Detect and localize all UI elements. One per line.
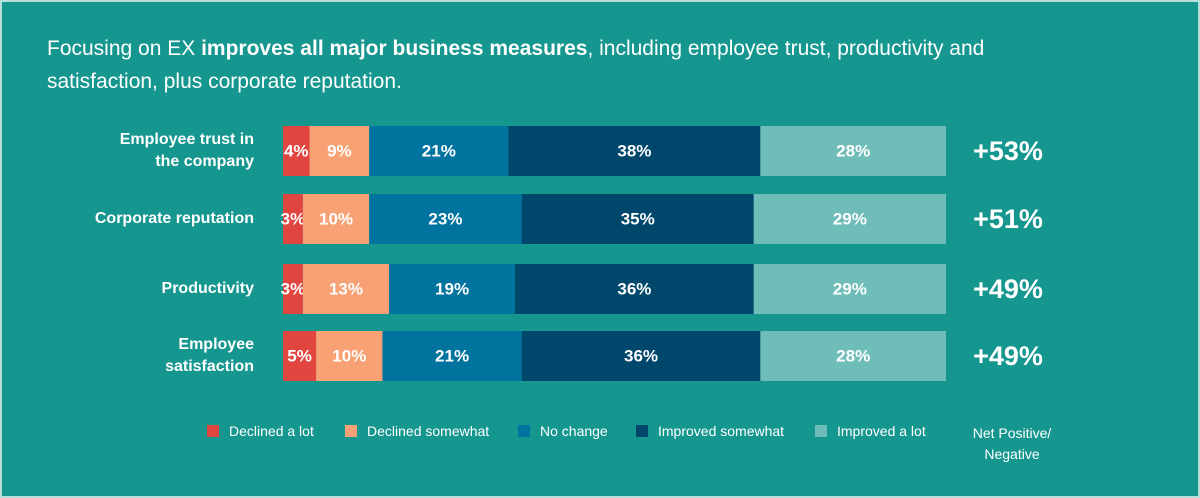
value-label: 36% xyxy=(617,280,651,299)
title-text: , including employee trust, productivity… xyxy=(47,37,985,93)
value-label: 19% xyxy=(435,280,469,299)
legend-label: Declined a lot xyxy=(229,423,314,439)
net-title: Net Positive/ Negative xyxy=(972,425,1052,462)
legend-label: No change xyxy=(540,423,608,439)
value-label: 28% xyxy=(836,142,870,161)
bar-segment xyxy=(753,264,946,314)
category-label: Corporate reputation xyxy=(94,210,254,227)
value-label: 21% xyxy=(435,347,469,366)
value-label: 29% xyxy=(833,210,867,229)
value-label: 3% xyxy=(281,210,306,229)
value-label: 3% xyxy=(281,280,306,299)
value-label: 28% xyxy=(836,347,870,366)
bar-segment xyxy=(302,264,390,314)
legend-swatch xyxy=(636,425,648,437)
legend-swatch xyxy=(345,425,357,437)
bar-segment xyxy=(521,331,761,381)
net-label: +49% xyxy=(973,274,1043,304)
bar-segment xyxy=(515,264,754,314)
bar-segment xyxy=(508,126,761,176)
bar-segment xyxy=(760,331,946,381)
bar-segment xyxy=(283,194,303,244)
value-label: 36% xyxy=(624,347,658,366)
bar-segment xyxy=(309,126,370,176)
value-label: 35% xyxy=(621,210,655,229)
bar-segment xyxy=(283,264,303,314)
legend-label: Improved somewhat xyxy=(658,423,784,439)
bar-segment xyxy=(753,194,946,244)
value-label: 5% xyxy=(287,347,312,366)
value-label: 38% xyxy=(617,142,651,161)
bar-segment xyxy=(369,194,522,244)
value-label: 21% xyxy=(422,142,456,161)
category-label: Employee trust in the company xyxy=(119,131,254,170)
bar-segment xyxy=(369,126,509,176)
chart-title: Focusing on EX improves all major busine… xyxy=(47,32,1097,98)
value-label: 13% xyxy=(329,280,363,299)
bar-segment xyxy=(382,331,522,381)
legend-swatch xyxy=(518,425,530,437)
category-label: Productivity xyxy=(161,280,254,297)
bar-segment xyxy=(302,194,370,244)
title-text: Focusing on EX xyxy=(47,37,202,60)
title-bold: improves all major business measures xyxy=(201,37,588,60)
legend-label: Declined somewhat xyxy=(367,423,489,439)
value-label: 29% xyxy=(833,280,867,299)
bar-segment xyxy=(283,331,317,381)
net-label: +51% xyxy=(973,204,1043,234)
legend-swatch xyxy=(207,425,219,437)
value-label: 9% xyxy=(327,142,352,161)
bar-segment xyxy=(521,194,754,244)
value-label: 10% xyxy=(319,210,353,229)
value-label: 4% xyxy=(284,142,309,161)
net-label: +49% xyxy=(973,341,1043,371)
bar-segment xyxy=(760,126,946,176)
category-label: Employee satisfaction xyxy=(165,336,254,375)
value-label: 10% xyxy=(332,347,366,366)
bar-segment xyxy=(389,264,516,314)
legend-label: Improved a lot xyxy=(837,423,926,439)
net-label: +53% xyxy=(973,136,1043,166)
value-label: 23% xyxy=(428,210,462,229)
legend-swatch xyxy=(815,425,827,437)
bar-segment xyxy=(316,331,383,381)
bar-segment xyxy=(283,126,310,176)
